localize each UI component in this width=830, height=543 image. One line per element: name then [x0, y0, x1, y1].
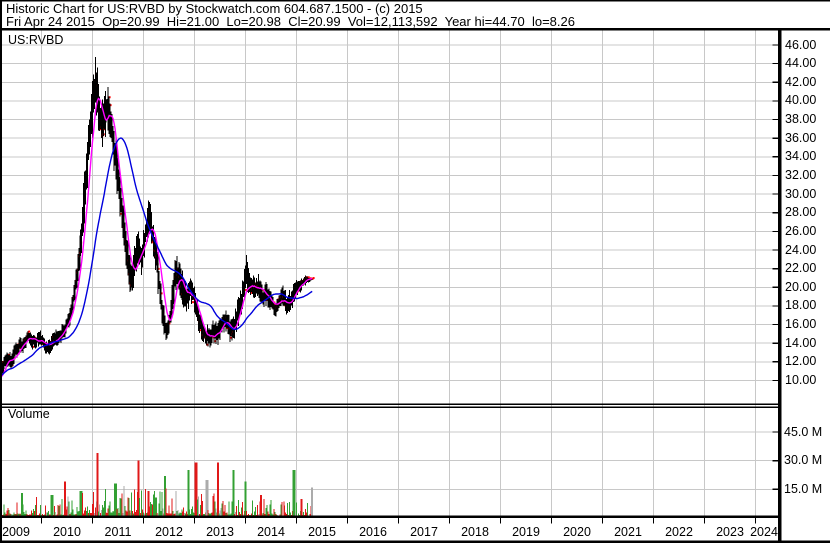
year-axis-label: 2017: [410, 525, 438, 539]
year-axis-label: 2009: [2, 525, 30, 539]
year-axis-label: 2020: [563, 525, 591, 539]
price-axis-label: 38.00: [785, 112, 817, 127]
year-axis-label: 2019: [512, 525, 540, 539]
year-axis-label: 2023: [716, 525, 744, 539]
price-axis-label: 36.00: [785, 130, 817, 145]
price-axis-label: 30.00: [785, 186, 817, 201]
year-axis-label: 2011: [104, 525, 132, 539]
volume-axis-label: 15.0 M: [784, 481, 823, 496]
year-axis-label: 2024: [750, 525, 778, 539]
price-axis-label: 12.00: [785, 354, 817, 369]
volume-panel-label: Volume: [8, 407, 50, 421]
year-axis-label: 2012: [155, 525, 183, 539]
price-axis-label: 42.00: [785, 74, 817, 89]
price-axis-label: 32.00: [785, 167, 817, 182]
price-axis-label: 34.00: [785, 149, 817, 164]
price-axis-label: 44.00: [785, 56, 817, 71]
year-axis-label: 2013: [206, 525, 234, 539]
price-axis-label: 26.00: [785, 223, 817, 238]
year-axis-label: 2018: [461, 525, 489, 539]
year-axis-label: 2014: [257, 525, 285, 539]
price-axis-label: 40.00: [785, 93, 817, 108]
price-axis-label: 20.00: [785, 279, 817, 294]
price-axis-label: 16.00: [785, 317, 817, 332]
year-axis-label: 2016: [359, 525, 387, 539]
year-axis-label: 2010: [53, 525, 81, 539]
price-axis-label: 22.00: [785, 261, 817, 276]
year-axis-label: 2022: [665, 525, 693, 539]
symbol-label: US:RVBD: [8, 33, 64, 47]
price-axis-label: 14.00: [785, 335, 817, 350]
price-axis-label: 10.00: [785, 372, 817, 387]
volume-axis-label: 45.0 M: [784, 424, 823, 439]
year-axis-label: 2015: [308, 525, 336, 539]
price-axis-label: 18.00: [785, 298, 817, 313]
quote-summary-line: Fri Apr 24 2015 Op=20.99 Hi=21.00 Lo=20.…: [6, 14, 575, 29]
price-axis-label: 24.00: [785, 242, 817, 257]
year-axis-label: 2021: [614, 525, 642, 539]
price-axis-label: 46.00: [785, 37, 817, 52]
volume-axis-label: 30.0 M: [784, 453, 823, 468]
chart-title: Historic Chart for US:RVBD by Stockwatch…: [6, 1, 423, 16]
price-axis-label: 28.00: [785, 205, 817, 220]
